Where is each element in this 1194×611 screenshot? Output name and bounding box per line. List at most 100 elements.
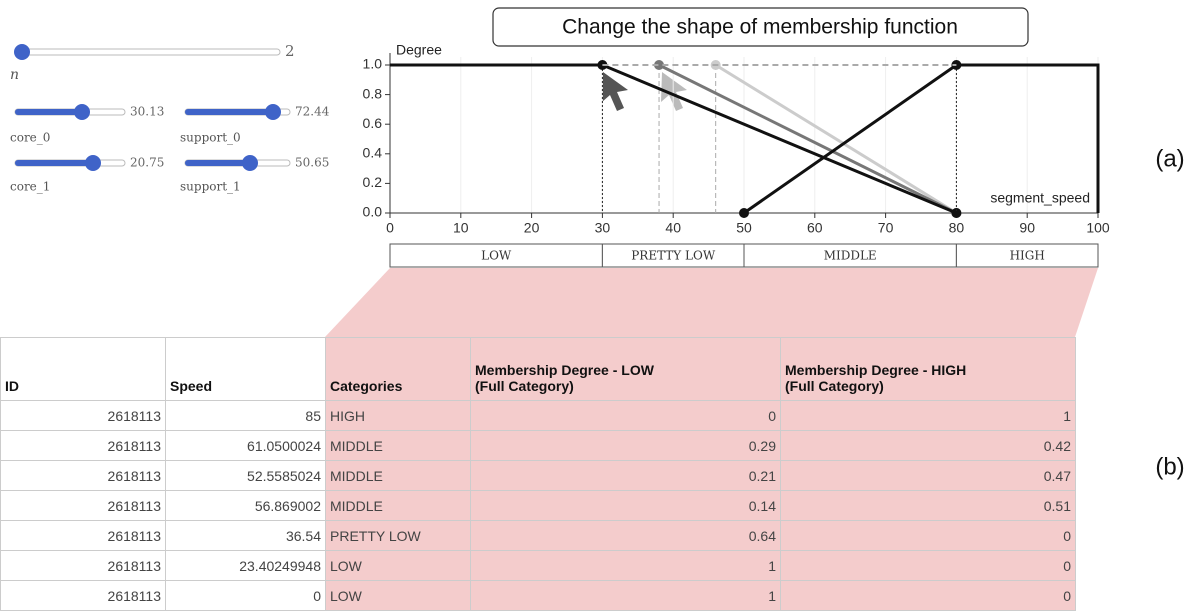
- x-tick-label: 60: [807, 220, 823, 236]
- table-cell: 0: [165, 580, 326, 611]
- table-cell: PRETTY LOW: [325, 520, 471, 551]
- slider-value: 20.75: [130, 156, 164, 170]
- table-cell: 1: [470, 580, 781, 611]
- slider-fill: [185, 109, 273, 115]
- slider-fill: [15, 160, 93, 166]
- table-cell: 2618113: [0, 460, 166, 491]
- x-tick-label: 20: [524, 220, 540, 236]
- x-tick-label: 70: [878, 220, 894, 236]
- slider-fill: [185, 160, 250, 166]
- y-tick-label: 0.2: [363, 174, 383, 190]
- table-cell: 2618113: [0, 520, 166, 551]
- table-row: 2618113 61.0500024 MIDDLE 0.29 0.42: [0, 430, 1076, 461]
- membership-line: [743, 63, 1100, 215]
- category-label: HIGH: [1010, 249, 1045, 263]
- category-label: MIDDLE: [824, 249, 877, 263]
- category-label: PRETTY LOW: [631, 249, 716, 263]
- table-cell: 0.29: [470, 430, 781, 461]
- slider-knob[interactable]: [74, 104, 90, 120]
- x-tick-label: 100: [1086, 220, 1110, 236]
- cursor: [602, 72, 628, 111]
- table-cell: 0.14: [470, 490, 781, 521]
- slider-knob[interactable]: [265, 104, 281, 120]
- membership-line: [658, 63, 958, 215]
- table-cell: 36.54: [165, 520, 326, 551]
- highlight-funnel: [325, 268, 1098, 337]
- x-tick-label: 0: [386, 220, 394, 236]
- x-axis-label: segment_speed: [990, 190, 1090, 206]
- table-row: 2618113 56.869002 MIDDLE 0.14 0.51: [0, 490, 1076, 521]
- slider-knob[interactable]: [85, 155, 101, 171]
- table-cell: 0: [470, 400, 781, 431]
- slider-value: 50.65: [295, 156, 329, 170]
- header-cell: Speed: [165, 337, 326, 401]
- x-tick-label: 90: [1019, 220, 1035, 236]
- table-row: 2618113 85 HIGH 0 1: [0, 400, 1076, 431]
- table-cell: 2618113: [0, 430, 166, 461]
- table-row: 2618113 0 LOW 1 0: [0, 580, 1076, 611]
- header-cell: ID: [0, 337, 166, 401]
- table-cell: LOW: [325, 550, 471, 581]
- x-tick-label: 30: [595, 220, 611, 236]
- table-cell: 2618113: [0, 580, 166, 611]
- table-cell: 0: [780, 520, 1076, 551]
- table-cell: LOW: [325, 580, 471, 611]
- table-row: 2618113 23.40249948 LOW 1 0: [0, 550, 1076, 581]
- table-cell: 1: [470, 550, 781, 581]
- table-cell: 85: [165, 400, 326, 431]
- y-tick-label: 0.0: [363, 204, 383, 220]
- slider-knob[interactable]: [242, 155, 258, 171]
- category-label: LOW: [481, 249, 512, 263]
- table-cell: 0: [780, 550, 1076, 581]
- table-cell: 0: [780, 580, 1076, 611]
- header-cell: Membership Degree - LOW (Full Category): [470, 337, 781, 401]
- header-cell: Membership Degree - HIGH (Full Category): [780, 337, 1076, 401]
- slider-label: n: [10, 67, 19, 83]
- table-cell: 2618113: [0, 490, 166, 521]
- table-cell: HIGH: [325, 400, 471, 431]
- vertex: [739, 208, 749, 218]
- y-tick-label: 0.6: [363, 115, 383, 131]
- table-cell: 2618113: [0, 550, 166, 581]
- slider-label: support_0: [180, 131, 241, 145]
- table-cell: 0.64: [470, 520, 781, 551]
- cursor: [661, 72, 687, 111]
- table-cell: 56.869002: [165, 490, 326, 521]
- vertex: [654, 60, 665, 70]
- slider-label: support_1: [180, 180, 241, 194]
- table-cell: 23.40249948: [165, 550, 326, 581]
- data-table: ID Speed Categories Membership Degree - LOW…: [0, 337, 1076, 611]
- x-tick-label: 50: [736, 220, 752, 236]
- table-row: 2618113 36.54 PRETTY LOW 0.64 0: [0, 520, 1076, 551]
- header-cell: Categories: [325, 337, 471, 401]
- table-cell: MIDDLE: [325, 460, 471, 491]
- table-cell: 52.5585024: [165, 460, 326, 491]
- table-cell: 0.42: [780, 430, 1076, 461]
- annotation-box: [492, 7, 1029, 47]
- slider-knob[interactable]: [14, 44, 30, 60]
- table-cell: 0.47: [780, 460, 1076, 491]
- annotation: Change the shape of membership function: [562, 16, 958, 39]
- table-cell: 61.0500024: [165, 430, 326, 461]
- table-row: 2618113 52.5585024 MIDDLE 0.21 0.47: [0, 460, 1076, 491]
- slider-track: [19, 48, 281, 56]
- y-axis-label: Degree: [396, 42, 442, 58]
- table-cell: 1: [780, 400, 1076, 431]
- y-tick-label: 0.8: [363, 85, 383, 101]
- slider-fill: [15, 109, 82, 115]
- slider-value: 72.44: [295, 105, 330, 119]
- table-cell: 0.51: [780, 490, 1076, 521]
- x-tick-label: 40: [665, 220, 681, 236]
- x-tick-label: 10: [453, 220, 469, 236]
- panel-label: (a): [1155, 145, 1184, 172]
- slider-value: 2: [285, 42, 295, 60]
- header-row: ID Speed Categories Membership Degree - LOW…: [0, 337, 1076, 401]
- y-tick-label: 0.4: [363, 145, 383, 161]
- table-cell: MIDDLE: [325, 490, 471, 521]
- x-tick-label: 80: [949, 220, 965, 236]
- table-cell: 0.21: [470, 460, 781, 491]
- slider-label: core_0: [10, 131, 50, 145]
- membership-line: [714, 63, 958, 215]
